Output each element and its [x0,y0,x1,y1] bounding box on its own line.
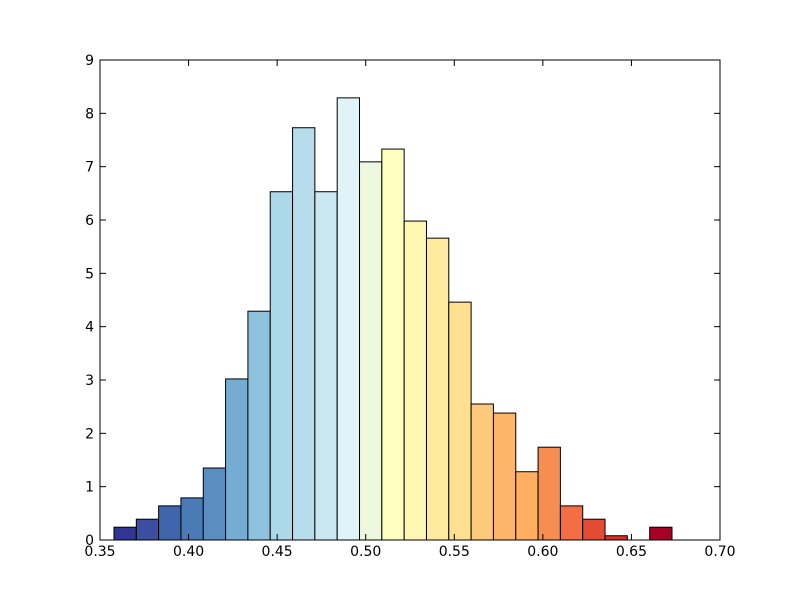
bar [202,467,227,541]
bar [135,518,160,541]
bar [113,526,137,541]
bar [403,220,427,541]
x-tick-label: 0.65 [616,544,647,560]
y-tick-label: 5 [85,266,94,282]
bar [180,497,204,541]
x-tick-label: 0.40 [173,544,204,560]
bar [649,526,673,541]
bar [314,191,338,541]
bar [336,97,361,541]
y-tick-label: 4 [85,320,94,336]
x-tick-label: 0.55 [439,544,470,560]
y-tick-label: 3 [85,373,94,389]
bar [537,446,561,541]
plot-frame [99,59,721,541]
bar [515,471,539,541]
bar [470,403,494,541]
y-tick-label: 0 [85,533,94,549]
x-tick-label: 0.60 [527,544,558,560]
bar [269,191,294,541]
x-tick-label: 0.35 [84,544,115,560]
bar [604,535,628,541]
x-tick-label: 0.50 [350,544,381,560]
bar [425,237,450,541]
x-tick-label: 0.70 [704,544,735,560]
bar [158,505,182,541]
y-tick-label: 6 [85,213,94,229]
bar [225,378,249,541]
y-tick-label: 9 [85,53,94,69]
y-tick-label: 8 [85,106,94,122]
bar [247,310,271,541]
y-tick-label: 1 [85,480,94,496]
bar [381,148,405,541]
y-tick-label: 7 [85,160,94,176]
y-tick-label: 2 [85,426,94,442]
bar [492,412,517,541]
bar [292,127,316,541]
bar [359,161,383,541]
bar [582,518,606,541]
x-tick-label: 0.45 [262,544,293,560]
bar [559,505,584,541]
bar [448,301,472,541]
